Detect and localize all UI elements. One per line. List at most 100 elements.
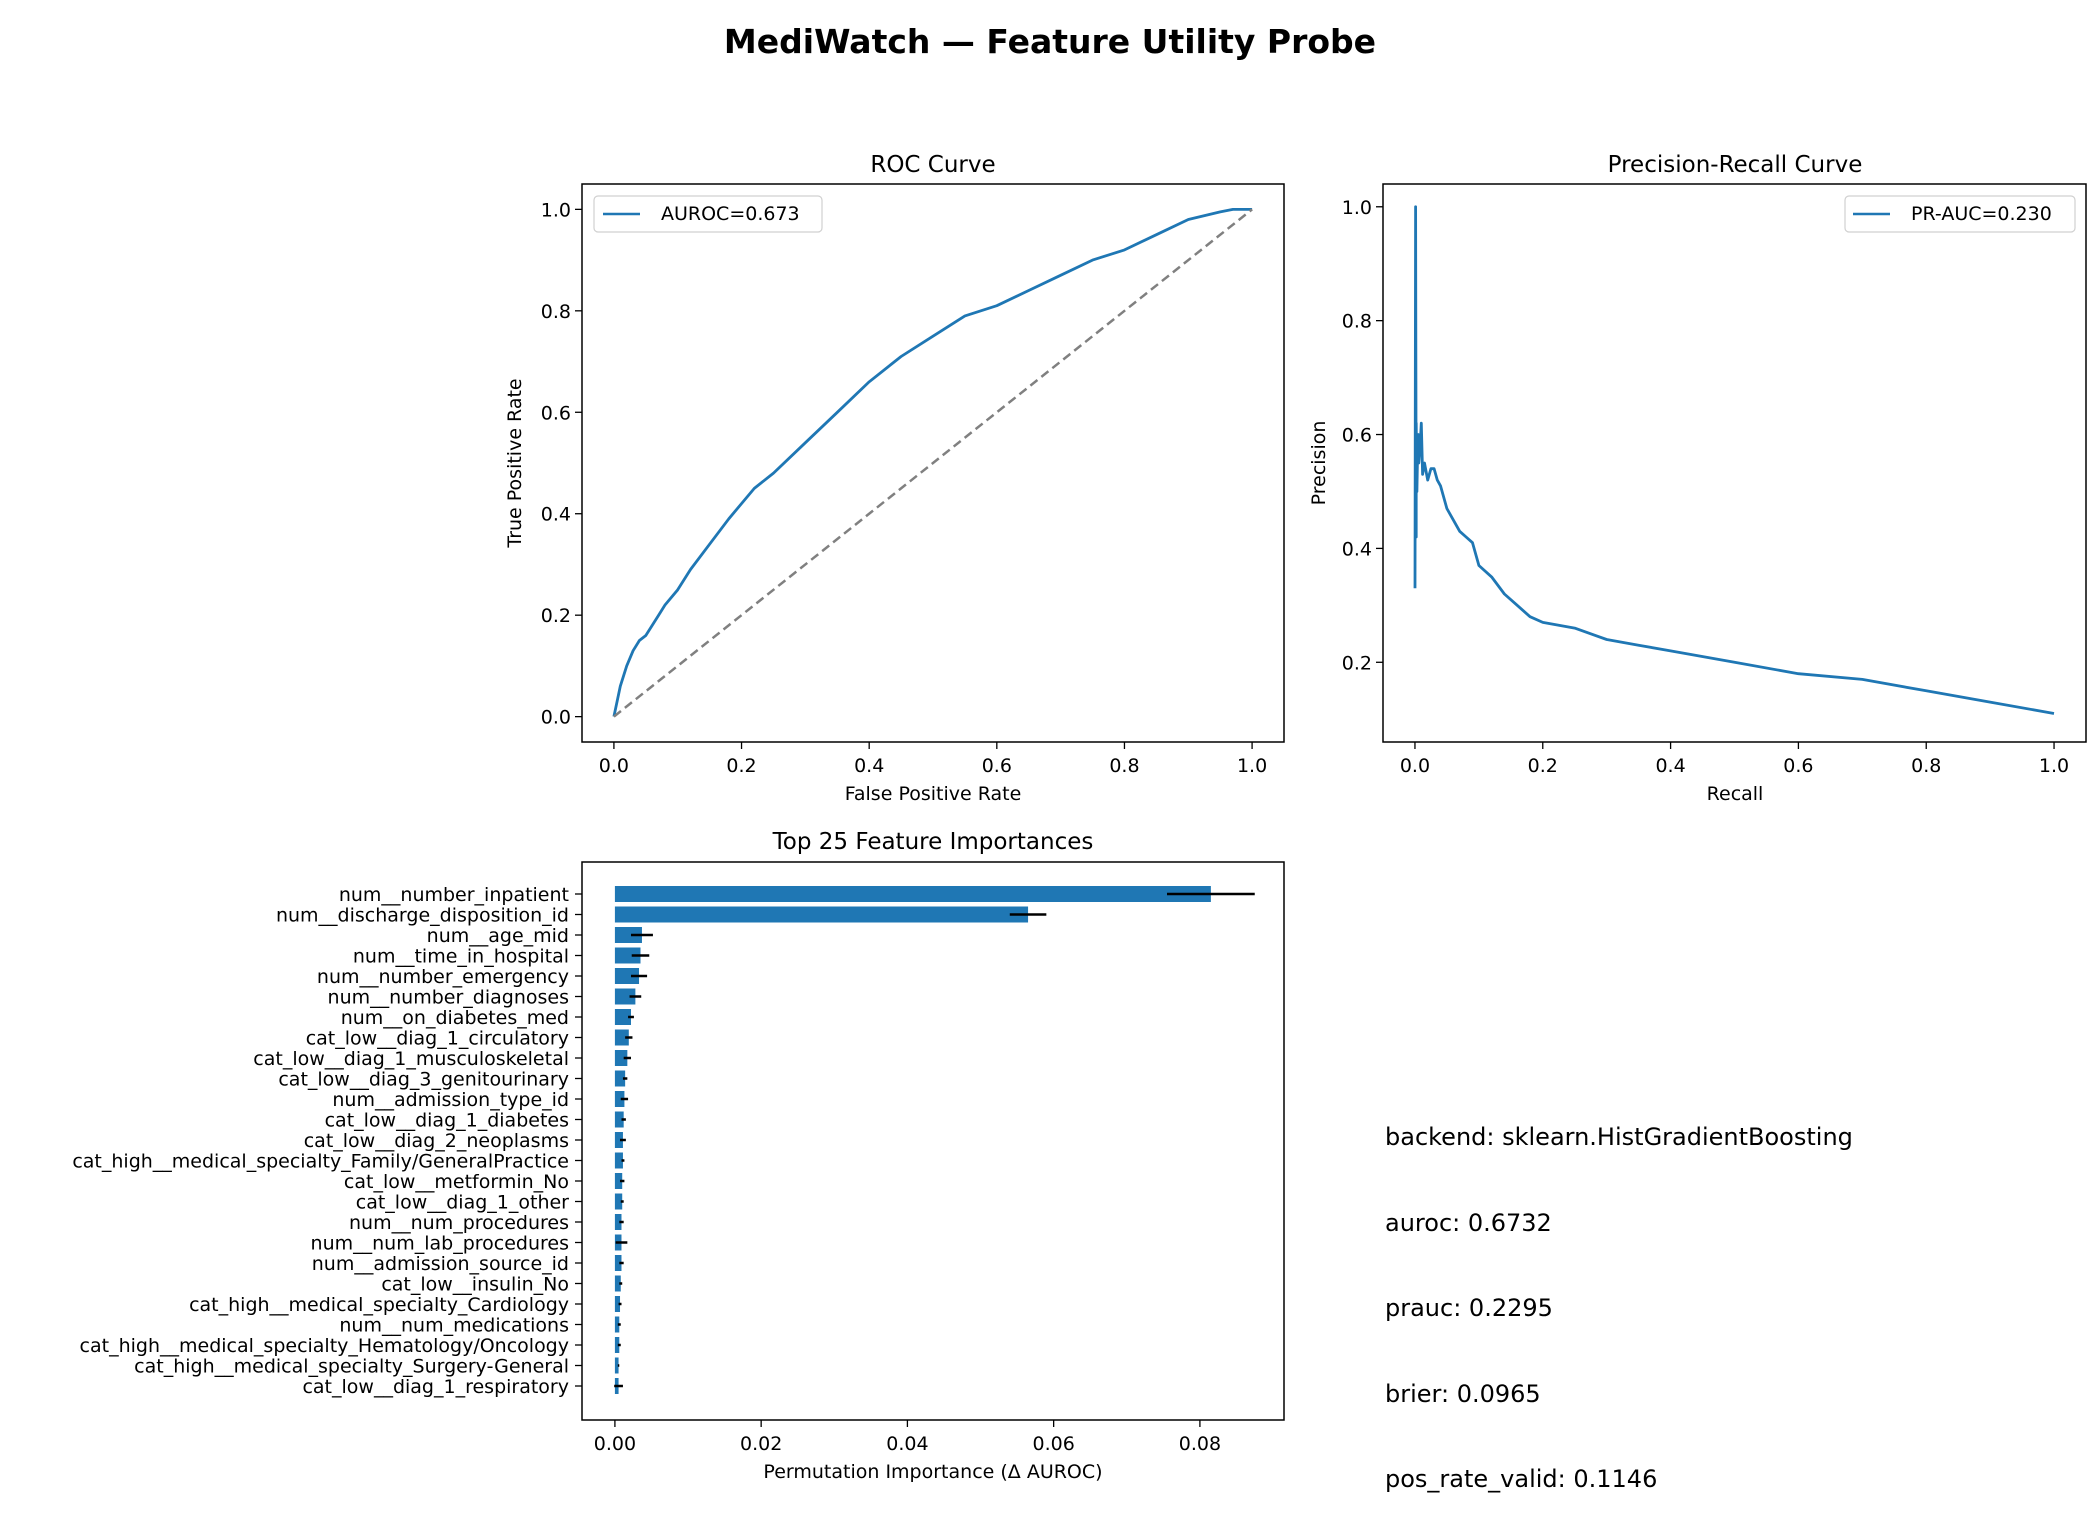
feature-name-label: cat_low__diag_2_neoplasms bbox=[304, 1130, 569, 1152]
feature-name-label: num__number_emergency bbox=[317, 966, 569, 988]
importance-bar bbox=[614, 1193, 623, 1210]
pr-y-axis-label: Precision bbox=[1308, 421, 1330, 506]
metric-prauc: prauc: 0.2295 bbox=[1385, 1294, 1553, 1322]
feature-importance-x-tick-label: 0.00 bbox=[594, 1433, 636, 1455]
pr-axes-frame bbox=[1382, 183, 2087, 743]
pr-y-tick-label: 0.6 bbox=[1342, 425, 1372, 447]
feature-importance-chart: Top 25 Feature Importances 0.00 0.02 0.04 0… bbox=[72, 829, 1285, 1483]
importance-bar bbox=[614, 1357, 619, 1374]
pr-curve-line bbox=[1413, 205, 2055, 715]
pr-y-tick-label: 0.8 bbox=[1342, 311, 1372, 333]
roc-x-tick-label: 0.6 bbox=[982, 755, 1012, 777]
roc-x-tick-label: 0.4 bbox=[854, 755, 884, 777]
pr-chart-title: Precision-Recall Curve bbox=[1608, 152, 1863, 178]
metric-auroc: auroc: 0.6732 bbox=[1385, 1208, 1552, 1237]
roc-chart: ROC Curve 0.0 0.2 0.4 0.6 0.8 1.0 0.0 0.2 0.4 0.… bbox=[504, 152, 1285, 805]
feature-name-label: num__num_procedures bbox=[349, 1212, 569, 1234]
metric-brier: brier: 0.0965 bbox=[1385, 1379, 1541, 1408]
pr-legend-frame bbox=[1844, 195, 2076, 233]
importance-bar bbox=[614, 1050, 628, 1066]
feature-name-label: cat_high__medical_specialty_Cardiology bbox=[189, 1294, 569, 1316]
roc-x-tick-label: 0.0 bbox=[599, 755, 629, 777]
roc-curve-line bbox=[612, 207, 1253, 717]
roc-y-tick-label: 0.0 bbox=[541, 707, 571, 729]
pr-legend-label: PR-AUC=0.230 bbox=[1911, 203, 2052, 225]
pr-chart: Precision-Recall Curve 0.0 0.2 0.4 0.6 0.8 1.… bbox=[1308, 152, 2087, 805]
importance-bar bbox=[614, 947, 641, 964]
roc-diagonal-reference-line bbox=[613, 208, 1253, 718]
figure-title: MediWatch — Feature Utility Probe bbox=[723, 22, 1377, 61]
pr-x-axis-label: Recall bbox=[1707, 783, 1764, 805]
feature-importance-x-tick-label: 0.02 bbox=[740, 1433, 782, 1455]
importance-bar bbox=[614, 1029, 629, 1046]
feature-name-label: num__age_mid bbox=[427, 925, 569, 947]
importance-bar bbox=[614, 1111, 624, 1128]
feature-name-label: cat_low__diag_1_respiratory bbox=[302, 1376, 569, 1398]
feature-name-label: cat_low__diag_1_other bbox=[356, 1192, 569, 1214]
importance-bar bbox=[614, 1296, 621, 1312]
feature-name-label: cat_low__diag_1_diabetes bbox=[325, 1110, 569, 1132]
roc-y-tick-label: 0.2 bbox=[541, 605, 571, 627]
importance-bar bbox=[614, 1255, 622, 1271]
pr-legend: PR-AUC=0.230 bbox=[1844, 195, 2076, 233]
feature-importance-x-axis-label: Permutation Importance (Δ AUROC) bbox=[763, 1461, 1102, 1483]
metric-backend: backend: sklearn.HistGradientBoosting bbox=[1385, 1123, 1853, 1151]
pr-y-tick-label: 0.2 bbox=[1342, 652, 1372, 674]
roc-y-tick-label: 0.8 bbox=[541, 301, 571, 323]
feature-name-label: num__admission_type_id bbox=[332, 1089, 569, 1111]
roc-axes-frame bbox=[581, 183, 1285, 743]
importance-bar bbox=[614, 1316, 620, 1333]
feature-name-label: num__num_medications bbox=[339, 1315, 569, 1337]
feature-importance-axes-frame bbox=[581, 861, 1285, 1421]
importance-bar bbox=[614, 1091, 625, 1107]
feature-name-label: num__number_diagnoses bbox=[328, 987, 569, 1009]
feature-name-label: cat_low__diag_3_genitourinary bbox=[278, 1069, 569, 1091]
importance-bar bbox=[614, 1214, 622, 1230]
roc-chart-title: ROC Curve bbox=[870, 152, 995, 178]
pr-x-tick-label: 0.4 bbox=[1655, 755, 1685, 777]
importance-bar bbox=[614, 906, 1029, 923]
roc-x-axis-label: False Positive Rate bbox=[845, 783, 1022, 805]
importance-bar bbox=[614, 1132, 623, 1148]
roc-x-tick-label: 0.2 bbox=[726, 755, 756, 777]
model-metrics-text: backend: sklearn.HistGradientBoosting au… bbox=[1385, 1066, 1853, 1522]
roc-legend-label: AUROC=0.673 bbox=[661, 203, 800, 225]
pr-x-tick-label: 0.8 bbox=[1911, 755, 1941, 777]
pr-x-tick-label: 0.2 bbox=[1528, 755, 1558, 777]
feature-name-label: num__discharge_disposition_id bbox=[276, 905, 569, 927]
feature-importance-x-tick-label: 0.06 bbox=[1033, 1433, 1075, 1455]
roc-legend: AUROC=0.673 bbox=[593, 195, 823, 233]
pr-y-tick-label: 0.4 bbox=[1342, 538, 1372, 560]
importance-bar bbox=[614, 886, 1211, 902]
feature-name-label: num__num_lab_procedures bbox=[311, 1233, 569, 1255]
pr-x-tick-label: 0.0 bbox=[1400, 755, 1430, 777]
feature-importance-x-tick-label: 0.08 bbox=[1179, 1433, 1221, 1455]
importance-bar bbox=[614, 1337, 620, 1353]
feature-importance-x-tick-label: 0.04 bbox=[886, 1433, 928, 1455]
pr-x-tick-label: 1.0 bbox=[2039, 755, 2069, 777]
feature-name-label: cat_high__medical_specialty_Surgery-Gene… bbox=[134, 1356, 569, 1378]
feature-name-label: num__number_inpatient bbox=[339, 884, 569, 906]
importance-bar bbox=[614, 988, 636, 1005]
pr-x-tick-label: 0.6 bbox=[1783, 755, 1813, 777]
feature-name-label: cat_low__diag_1_circulatory bbox=[306, 1028, 569, 1050]
feature-name-label: cat_low__diag_1_musculoskeletal bbox=[253, 1048, 569, 1070]
roc-y-tick-label: 1.0 bbox=[541, 199, 571, 221]
feature-name-label: num__on_diabetes_med bbox=[341, 1007, 569, 1029]
roc-legend-frame bbox=[593, 195, 823, 233]
feature-name-label: cat_low__insulin_No bbox=[381, 1274, 569, 1296]
importance-bar bbox=[614, 1173, 623, 1189]
feature-name-label: cat_high__medical_specialty_Hematology/O… bbox=[80, 1335, 569, 1357]
feature-name-label: num__admission_source_id bbox=[312, 1253, 569, 1275]
pr-y-tick-label: 1.0 bbox=[1342, 197, 1372, 219]
roc-y-axis-label: True Positive Rate bbox=[504, 378, 526, 548]
feature-name-label: cat_low__metformin_No bbox=[344, 1171, 569, 1193]
feature-name-label: num__time_in_hospital bbox=[353, 946, 569, 968]
importance-bar bbox=[614, 968, 640, 984]
roc-x-tick-label: 0.8 bbox=[1109, 755, 1139, 777]
importance-bar bbox=[614, 1070, 626, 1087]
importance-bar bbox=[614, 927, 642, 943]
feature-name-label: cat_high__medical_specialty_Family/Gener… bbox=[72, 1151, 569, 1173]
feature-importance-title: Top 25 Feature Importances bbox=[772, 829, 1094, 855]
